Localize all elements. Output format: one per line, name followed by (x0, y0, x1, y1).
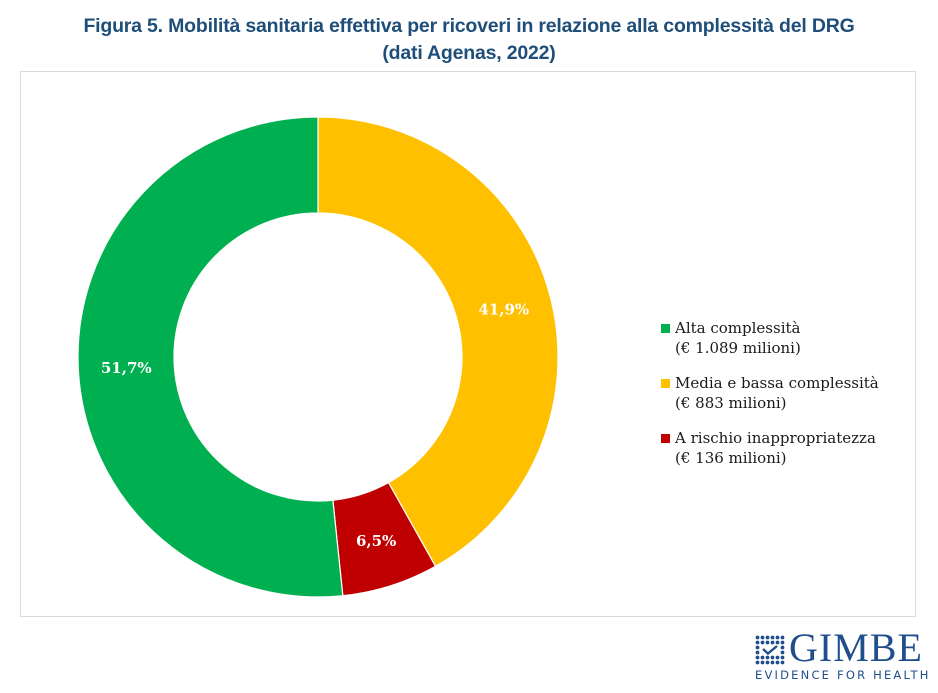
legend-swatch-rischio (661, 434, 670, 443)
chart-area: 41,9% 6,5% 51,7% Alta complessità (€ 1.089… (20, 71, 916, 617)
legend-item-rischio: A rischio inappropriatezza (€ 136 milion… (657, 428, 879, 468)
legend-swatch-alta (661, 324, 670, 333)
legend-label: Alta complessità (675, 319, 801, 337)
logo-wordmark: GIMBE (789, 625, 923, 670)
legend-amount: (€ 136 milioni) (675, 449, 787, 467)
figure-title-line1: Figura 5. Mobilità sanitaria effettiva p… (83, 15, 855, 37)
gimbe-logo: GIMBE EVIDENCE FOR HEALTH (755, 628, 928, 684)
legend-item-media-bassa: Media e bassa complessità (€ 883 milioni… (657, 373, 879, 413)
legend: Alta complessità (€ 1.089 milioni) Media… (657, 318, 879, 483)
donut-chart: 41,9% 6,5% 51,7% (77, 116, 559, 598)
figure-title: Figura 5. Mobilità sanitaria effettiva p… (0, 13, 938, 67)
legend-label: Media e bassa complessità (675, 374, 879, 392)
figure-title-line2: (dati Agenas, 2022) (382, 42, 556, 64)
legend-amount: (€ 1.089 milioni) (675, 339, 801, 357)
legend-label: A rischio inappropriatezza (675, 429, 876, 447)
legend-swatch-media-bassa (661, 379, 670, 388)
donut-slice-0 (317, 116, 559, 568)
logo-tagline: EVIDENCE FOR HEALTH (755, 668, 931, 682)
legend-item-alta: Alta complessità (€ 1.089 milioni) (657, 318, 879, 358)
dot-grid-check-icon (755, 635, 785, 665)
data-label-2: 51,7% (101, 359, 152, 377)
donut-slice-2 (77, 116, 344, 598)
data-label-1: 6,5% (356, 532, 396, 550)
data-label-0: 41,9% (478, 300, 529, 318)
legend-amount: (€ 883 milioni) (675, 394, 787, 412)
